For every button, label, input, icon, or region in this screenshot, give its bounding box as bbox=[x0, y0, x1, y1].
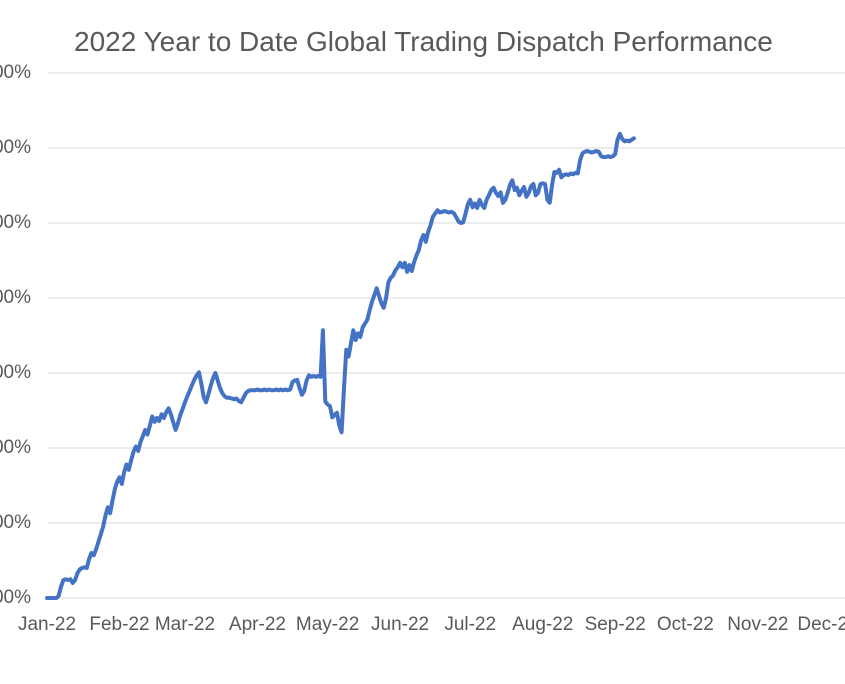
y-tick-label: 00% bbox=[0, 137, 31, 158]
x-tick-label: Dec-22 bbox=[797, 614, 845, 635]
y-tick-label: 00% bbox=[0, 287, 31, 308]
x-tick-label: Jul-22 bbox=[444, 614, 497, 635]
y-tick-label: 00% bbox=[0, 62, 31, 83]
x-tick-label: Jan-22 bbox=[17, 614, 77, 635]
y-tick-label: 00% bbox=[0, 512, 31, 533]
y-tick-label: 00% bbox=[0, 212, 31, 233]
y-tick-label: 00% bbox=[0, 587, 31, 608]
x-tick-label: Nov-22 bbox=[727, 614, 789, 635]
x-tick-label: Sep-22 bbox=[584, 614, 646, 635]
gridlines bbox=[48, 72, 845, 599]
y-tick-label: 00% bbox=[0, 437, 31, 458]
performance-line bbox=[45, 131, 636, 600]
x-tick-label: Oct-22 bbox=[656, 614, 714, 635]
x-tick-label: Aug-22 bbox=[512, 614, 574, 635]
chart-title: 2022 Year to Date Global Trading Dispatc… bbox=[74, 26, 773, 57]
x-tick-label: May-22 bbox=[295, 614, 360, 635]
x-tick-label: Feb-22 bbox=[89, 614, 150, 635]
x-tick-label: Jun-22 bbox=[371, 614, 430, 635]
y-tick-label: 00% bbox=[0, 362, 31, 383]
x-tick-label: Apr-22 bbox=[228, 614, 286, 635]
x-tick-label: Mar-22 bbox=[154, 614, 216, 635]
